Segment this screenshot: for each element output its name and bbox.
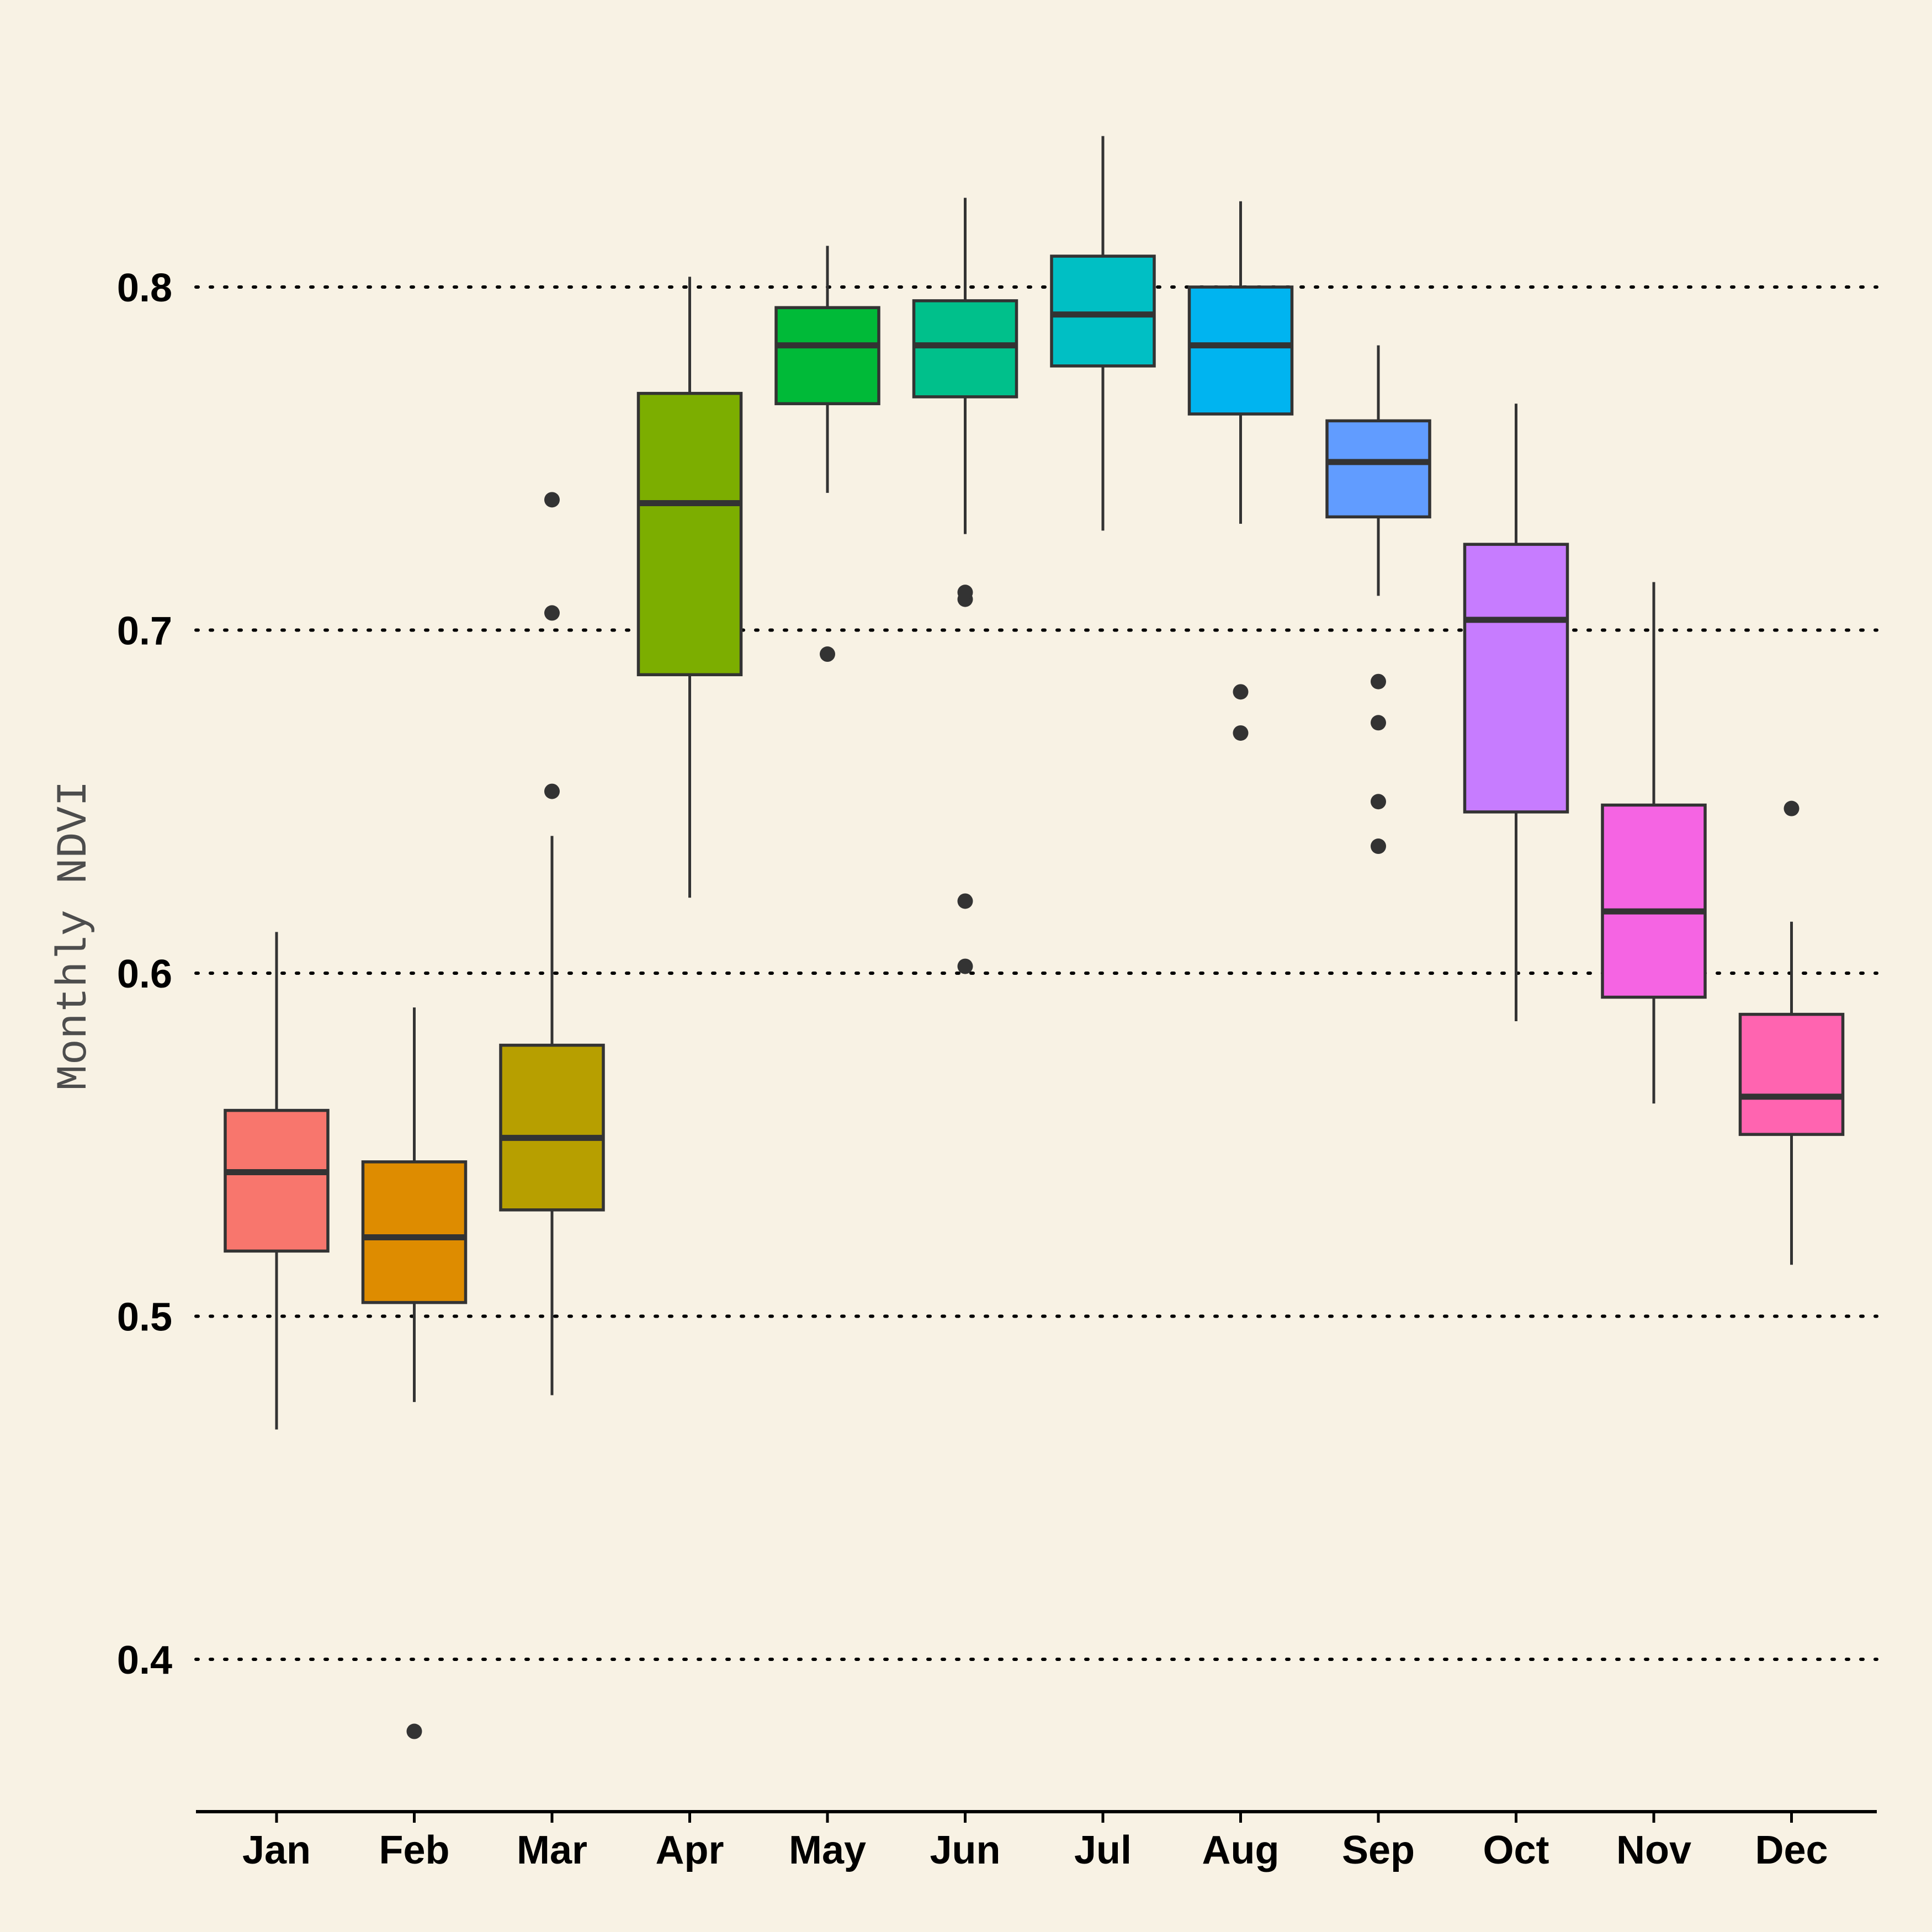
iqr-box	[1463, 543, 1569, 814]
y-tick-label: 0.4	[117, 1638, 172, 1682]
y-axis-tick-labels: 0.4 0.5 0.6 0.7 0.8	[117, 266, 172, 1682]
iqr-box	[774, 306, 880, 406]
boxes	[224, 136, 1845, 1739]
box-feb	[361, 1007, 468, 1739]
iqr-box	[1325, 419, 1431, 519]
outlier-point	[957, 893, 973, 909]
box-sep	[1325, 345, 1431, 854]
iqr-box	[1187, 285, 1294, 416]
y-axis-title: Monthly NDVI	[50, 781, 99, 1091]
x-tick-label-dec: Dec	[1755, 1828, 1828, 1872]
x-tick-label-jul: Jul	[1074, 1828, 1132, 1872]
outlier-point	[1371, 794, 1386, 810]
outlier-point	[406, 1723, 422, 1739]
iqr-box	[1601, 803, 1707, 999]
outlier-point	[1233, 725, 1249, 741]
outlier-point	[957, 958, 973, 974]
iqr-box	[636, 391, 743, 677]
x-tick-label-mar: Mar	[517, 1828, 587, 1872]
iqr-box	[361, 1160, 468, 1304]
box-may	[774, 246, 880, 662]
x-axis-ticks: Jan Feb Mar Apr May Jun Jul Aug Sep Oct Nov Dec	[242, 1812, 1828, 1872]
outlier-point	[544, 783, 560, 799]
x-tick-label-sep: Sep	[1342, 1828, 1415, 1872]
box-oct	[1463, 404, 1569, 1022]
x-tick-label-oct: Oct	[1483, 1828, 1549, 1872]
outlier-point	[544, 605, 560, 621]
x-tick-label-jun: Jun	[930, 1828, 1000, 1872]
y-tick-label: 0.7	[117, 609, 172, 654]
x-tick-label-feb: Feb	[379, 1828, 449, 1872]
iqr-box	[224, 1108, 330, 1253]
outlier-point	[957, 585, 973, 601]
y-tick-label: 0.5	[117, 1296, 172, 1340]
box-mar	[499, 492, 605, 1395]
outlier-point	[820, 646, 835, 662]
outlier-point	[544, 492, 560, 508]
x-tick-label-aug: Aug	[1202, 1828, 1280, 1872]
outlier-point	[1233, 684, 1249, 700]
iqr-box	[912, 299, 1018, 399]
box-dec	[1738, 800, 1845, 1265]
box-aug	[1187, 201, 1294, 741]
x-tick-label-nov: Nov	[1616, 1828, 1691, 1872]
iqr-box	[1738, 1012, 1845, 1136]
y-tick-label: 0.8	[117, 266, 172, 310]
outlier-point	[1784, 800, 1800, 816]
outlier-point	[1371, 715, 1386, 731]
box-jun	[912, 198, 1018, 974]
outlier-point	[1371, 838, 1386, 854]
box-nov	[1601, 582, 1707, 1104]
x-tick-label-may: May	[789, 1828, 866, 1872]
box-jul	[1050, 136, 1156, 531]
box-apr	[636, 277, 743, 898]
box-jan	[224, 932, 330, 1430]
iqr-box	[1050, 254, 1156, 368]
outlier-point	[1371, 673, 1386, 689]
x-tick-label-jan: Jan	[242, 1828, 311, 1872]
x-tick-label-apr: Apr	[656, 1828, 724, 1872]
y-tick-label: 0.6	[117, 952, 172, 996]
iqr-box	[499, 1043, 605, 1212]
